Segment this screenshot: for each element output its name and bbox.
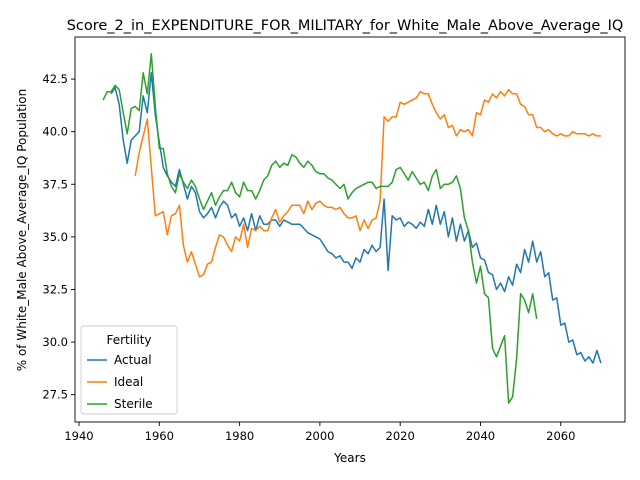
y-tick-label: 35.0	[42, 230, 68, 244]
y-axis-label: % of White_Male Above_Average_IQ Populat…	[15, 89, 29, 372]
y-tick-label: 37.5	[42, 177, 68, 191]
x-tick-label: 2020	[386, 429, 415, 443]
plot-frame	[74, 36, 626, 423]
x-tick-label: 1960	[145, 429, 174, 443]
series-layer	[102, 53, 602, 404]
legend-box	[80, 325, 178, 415]
y-tick-label: 42.5	[42, 72, 68, 86]
x-tick-label: 1940	[64, 429, 93, 443]
x-tick-label: 1980	[225, 429, 254, 443]
x-tick-label: 2060	[546, 429, 575, 443]
y-axis: 27.5 30.0 32.5 35.0 37.5 40.0 42.5	[42, 72, 75, 402]
legend-title: Fertility	[106, 333, 151, 347]
y-tick-label: 32.5	[42, 282, 68, 296]
y-tick-label: 40.0	[42, 125, 68, 139]
legend-label-sterile: Sterile	[114, 397, 153, 411]
legend: Fertility Actual Ideal Sterile	[80, 325, 178, 415]
y-tick-label: 30.0	[42, 335, 68, 349]
legend-label-actual: Actual	[114, 353, 152, 367]
y-tick-label: 27.5	[42, 388, 68, 402]
x-tick-label: 2000	[305, 429, 334, 443]
legend-label-ideal: Ideal	[114, 375, 143, 389]
series-line-ideal	[134, 88, 601, 278]
series-line-sterile	[102, 53, 538, 404]
x-axis-label: Years	[333, 451, 366, 465]
x-tick-label: 2040	[466, 429, 495, 443]
chart-title: Score_2_in_EXPENDITURE_FOR_MILITARY_for_…	[67, 18, 624, 34]
legend-entries: Actual Ideal Sterile	[87, 353, 153, 411]
x-axis: 1940 1960 1980 2000 2020 2040 2060	[64, 422, 575, 443]
series-line-actual	[110, 72, 602, 364]
